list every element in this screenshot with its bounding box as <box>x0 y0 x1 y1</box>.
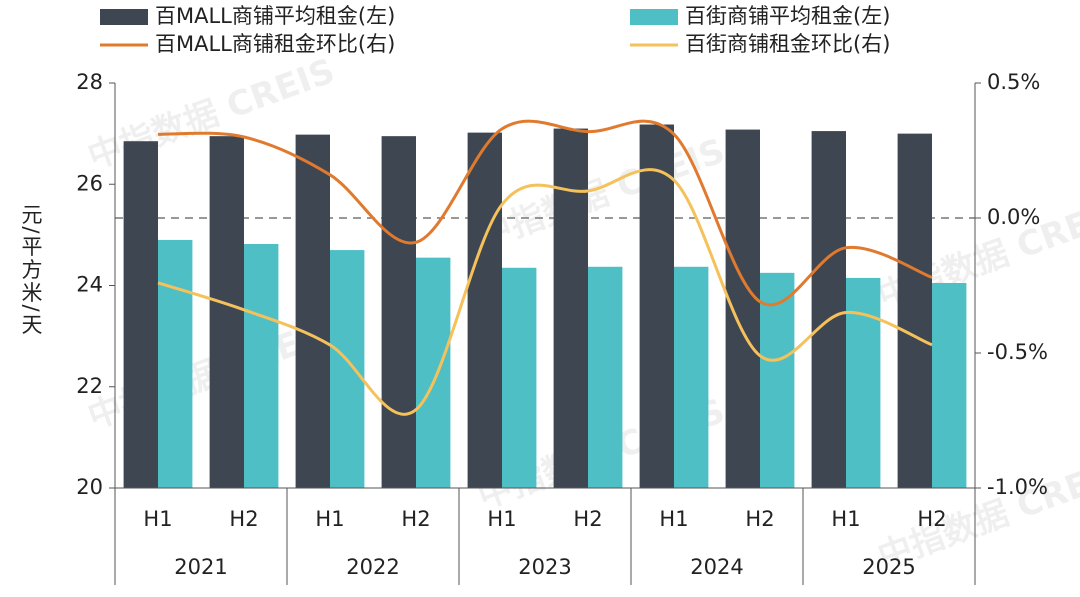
bar <box>381 136 416 488</box>
x-tick-label: H2 <box>917 507 946 531</box>
y-tick-label: 22 <box>76 374 103 398</box>
bar <box>330 250 365 488</box>
legend-swatch <box>100 9 148 25</box>
line <box>157 168 933 416</box>
bar <box>932 282 967 488</box>
x-tick-label: H2 <box>401 507 430 531</box>
bar <box>295 134 330 488</box>
x-group-label: 2022 <box>346 555 399 579</box>
legend-swatch <box>630 9 678 25</box>
legend-label: 百街商铺租金环比(右) <box>685 32 890 56</box>
legend-label: 百MALL商铺租金环比(右) <box>155 32 395 56</box>
x-tick-label: H2 <box>745 507 774 531</box>
bar <box>553 128 588 488</box>
y2-tick-label: -1.0% <box>987 475 1048 499</box>
y-tick-label: 24 <box>76 273 103 297</box>
legend-label: 百街商铺平均租金(左) <box>685 4 890 28</box>
line <box>157 119 933 307</box>
x-tick-label: H1 <box>315 507 344 531</box>
bar <box>588 266 623 488</box>
bar <box>639 124 674 488</box>
bar <box>811 131 846 488</box>
y2-tick-label: -0.5% <box>987 340 1048 364</box>
bar <box>760 272 795 488</box>
bar <box>244 243 279 488</box>
bar <box>846 277 881 488</box>
x-group-label: 2021 <box>174 555 227 579</box>
x-tick-label: H2 <box>229 507 258 531</box>
bar <box>416 257 451 488</box>
y2-tick-label: 0.0% <box>987 205 1040 229</box>
x-group-label: 2023 <box>518 555 571 579</box>
bar <box>209 136 244 488</box>
x-group-label: 2024 <box>690 555 743 579</box>
bar <box>897 133 932 488</box>
x-tick-label: H1 <box>143 507 172 531</box>
bar <box>467 132 502 489</box>
bar <box>123 141 158 488</box>
y-tick-label: 28 <box>76 70 103 94</box>
y-tick-label: 20 <box>76 475 103 499</box>
y-tick-label: 26 <box>76 171 103 195</box>
bar <box>674 266 709 488</box>
legend-label: 百MALL商铺平均租金(左) <box>155 4 395 28</box>
x-group-label: 2025 <box>862 555 915 579</box>
x-tick-label: H2 <box>573 507 602 531</box>
x-tick-label: H1 <box>831 507 860 531</box>
y-axis-label: 元/平方米/天 <box>19 203 43 336</box>
bar <box>158 239 193 488</box>
y2-tick-label: 0.5% <box>987 70 1040 94</box>
x-tick-label: H1 <box>487 507 516 531</box>
bar <box>502 267 537 488</box>
x-tick-label: H1 <box>659 507 688 531</box>
